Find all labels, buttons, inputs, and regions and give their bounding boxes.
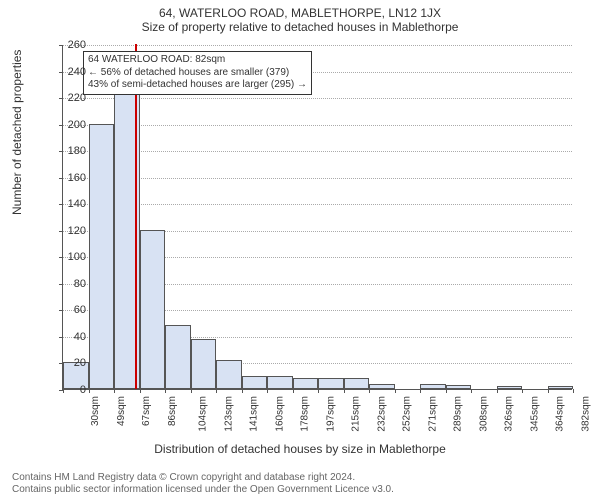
ytick-label: 180 xyxy=(46,145,86,157)
xtick-label: 382sqm xyxy=(580,396,591,432)
xtick-label: 232sqm xyxy=(376,396,387,432)
histogram-bar xyxy=(267,376,293,389)
ytick-label: 40 xyxy=(46,331,86,343)
histogram-bar xyxy=(344,378,370,389)
footer-attribution: Contains HM Land Registry data © Crown c… xyxy=(12,472,394,496)
xtick-label: 308sqm xyxy=(478,396,489,432)
xtick-mark xyxy=(267,389,268,393)
footer-line2: Contains public sector information licen… xyxy=(12,484,394,496)
xtick-label: 67sqm xyxy=(141,396,152,426)
xtick-mark xyxy=(471,389,472,393)
ytick-label: 260 xyxy=(46,39,86,51)
x-axis-label: Distribution of detached houses by size … xyxy=(0,442,600,456)
xtick-label: 252sqm xyxy=(402,396,413,432)
histogram-bar xyxy=(89,124,115,389)
annotation-line1: 64 WATERLOO ROAD: 82sqm xyxy=(88,54,307,67)
xtick-mark xyxy=(216,389,217,393)
xtick-label: 141sqm xyxy=(249,396,260,432)
histogram-bar xyxy=(446,385,472,389)
xtick-mark xyxy=(318,389,319,393)
annotation-line2: ← 56% of detached houses are smaller (37… xyxy=(88,67,307,80)
histogram-bar xyxy=(369,384,395,389)
xtick-label: 178sqm xyxy=(300,396,311,432)
xtick-mark xyxy=(140,389,141,393)
chart-subtitle: Size of property relative to detached ho… xyxy=(0,20,600,34)
ytick-label: 60 xyxy=(46,304,86,316)
ytick-label: 80 xyxy=(46,278,86,290)
annotation-line3: 43% of semi-detached houses are larger (… xyxy=(88,79,307,92)
xtick-mark xyxy=(522,389,523,393)
xtick-mark xyxy=(446,389,447,393)
xtick-mark xyxy=(89,389,90,393)
histogram-bar xyxy=(318,378,344,389)
histogram-bar xyxy=(140,230,166,389)
chart-title: 64, WATERLOO ROAD, MABLETHORPE, LN12 1JX xyxy=(0,6,600,20)
ytick-label: 220 xyxy=(46,92,86,104)
ytick-label: 100 xyxy=(46,251,86,263)
ytick-label: 240 xyxy=(46,66,86,78)
xtick-mark xyxy=(293,389,294,393)
xtick-label: 104sqm xyxy=(198,396,209,432)
histogram-bar xyxy=(191,339,217,389)
xtick-mark xyxy=(344,389,345,393)
annotation-box: 64 WATERLOO ROAD: 82sqm← 56% of detached… xyxy=(83,51,312,95)
xtick-mark xyxy=(165,389,166,393)
xtick-label: 123sqm xyxy=(223,396,234,432)
ytick-label: 160 xyxy=(46,172,86,184)
xtick-label: 49sqm xyxy=(116,396,127,426)
xtick-mark xyxy=(395,389,396,393)
chart-header: 64, WATERLOO ROAD, MABLETHORPE, LN12 1JX… xyxy=(0,6,600,34)
xtick-mark xyxy=(114,389,115,393)
y-axis-label: Number of detached properties xyxy=(10,50,24,215)
xtick-label: 30sqm xyxy=(90,396,101,426)
histogram-bar xyxy=(293,378,319,389)
xtick-label: 271sqm xyxy=(427,396,438,432)
xtick-mark xyxy=(191,389,192,393)
xtick-mark xyxy=(420,389,421,393)
ytick-label: 140 xyxy=(46,198,86,210)
xtick-mark xyxy=(497,389,498,393)
histogram-bar xyxy=(165,325,191,389)
ytick-label: 20 xyxy=(46,357,86,369)
xtick-label: 86sqm xyxy=(167,396,178,426)
ytick-label: 0 xyxy=(46,384,86,396)
histogram-bar xyxy=(216,360,242,389)
histogram-bar xyxy=(497,386,523,389)
histogram-bar xyxy=(242,376,268,389)
property-marker-line xyxy=(135,44,137,389)
histogram-bar xyxy=(420,384,446,389)
gridline xyxy=(63,45,572,46)
xtick-label: 160sqm xyxy=(274,396,285,432)
xtick-mark xyxy=(548,389,549,393)
xtick-label: 197sqm xyxy=(325,396,336,432)
xtick-mark xyxy=(242,389,243,393)
xtick-label: 289sqm xyxy=(453,396,464,432)
xtick-mark xyxy=(369,389,370,393)
ytick-label: 120 xyxy=(46,225,86,237)
histogram-bar xyxy=(548,386,574,389)
footer-line1: Contains HM Land Registry data © Crown c… xyxy=(12,472,394,484)
xtick-mark xyxy=(573,389,574,393)
xtick-label: 364sqm xyxy=(555,396,566,432)
xtick-label: 345sqm xyxy=(529,396,540,432)
xtick-label: 326sqm xyxy=(504,396,515,432)
ytick-label: 200 xyxy=(46,119,86,131)
plot-area: 64 WATERLOO ROAD: 82sqm← 56% of detached… xyxy=(62,45,572,390)
xtick-label: 215sqm xyxy=(351,396,362,432)
